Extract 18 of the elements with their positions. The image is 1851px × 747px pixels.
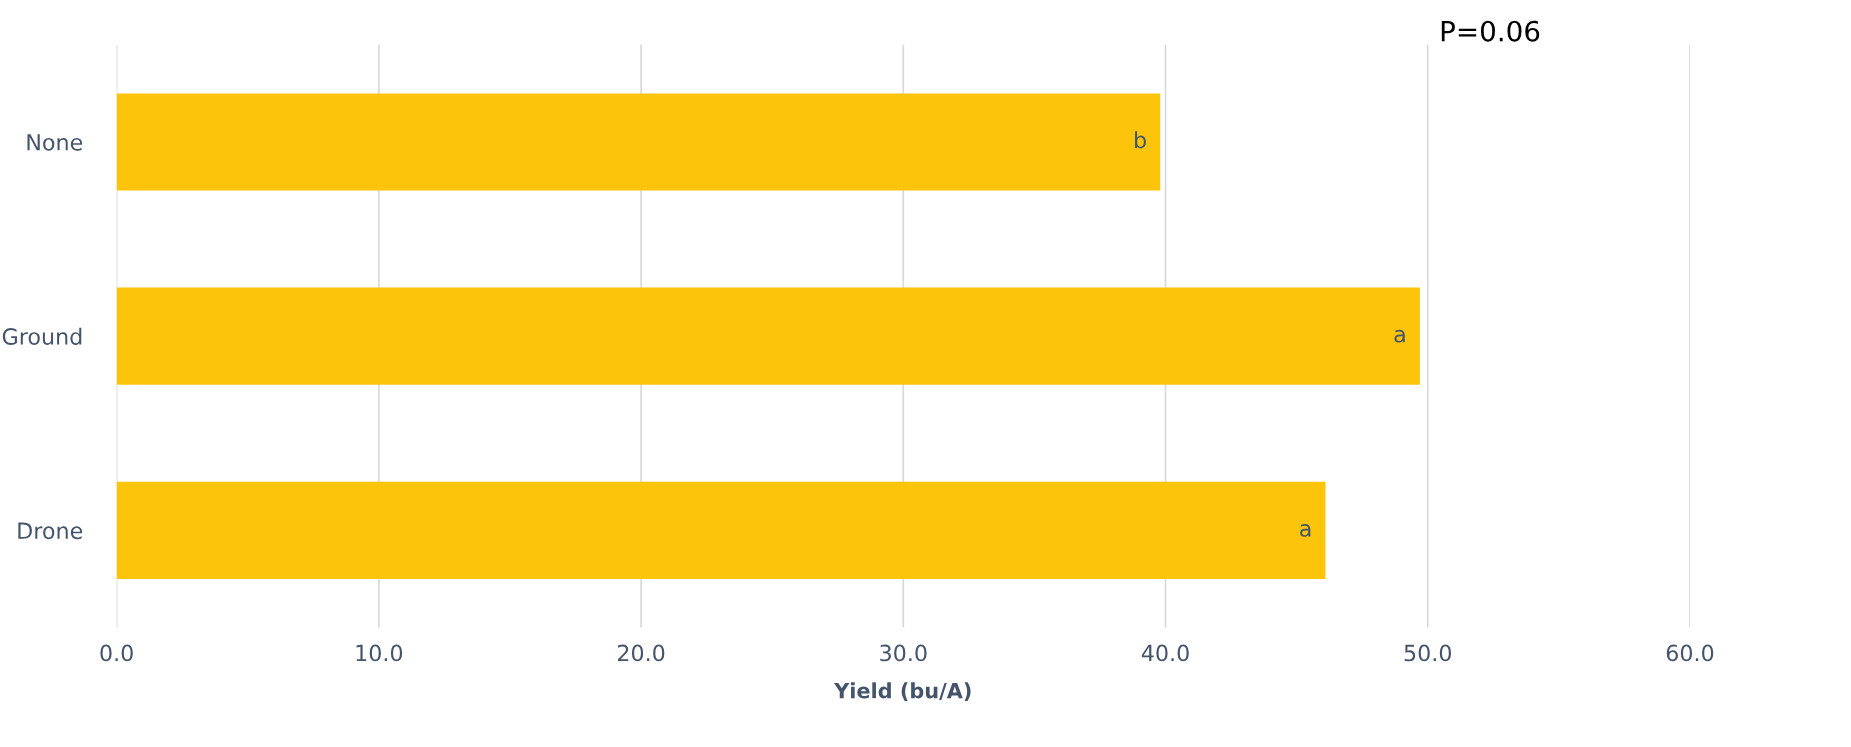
x-tick-label: 30.0 [880,644,927,662]
y-tick-label: Drone [18,522,83,540]
bar [116,287,1420,385]
data-label: a [1394,329,1405,343]
y-tick-label: None [27,134,83,151]
x-tick-label: 10.0 [356,644,403,662]
x-tick-label: 60.0 [1666,644,1714,662]
data-label: b [1135,131,1146,149]
bar [116,93,1161,191]
y-tick-label: Ground [2,327,82,345]
data-label: a [1300,524,1311,537]
x-tick-label: 50.0 [1404,644,1451,662]
bar [116,481,1326,579]
x-tick-label: 20.0 [617,644,665,662]
x-axis-title: Yield (bu/A) [833,682,971,701]
x-tick-label: 40.0 [1141,644,1189,662]
x-tick-label: 0.0 [100,644,133,662]
text: P=0.06 [1441,20,1540,42]
